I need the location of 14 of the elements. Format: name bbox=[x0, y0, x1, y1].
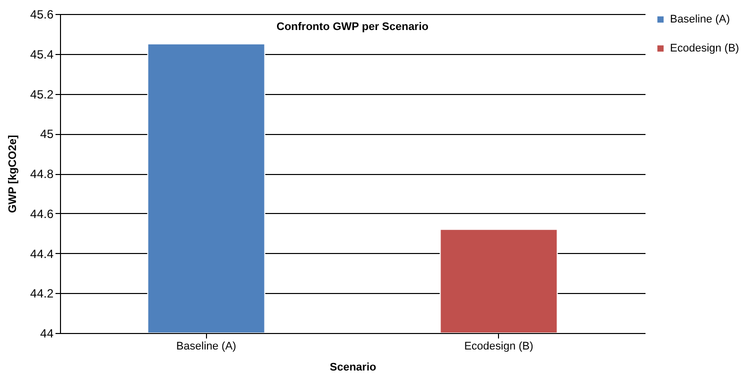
y-tick-label: 44.8 bbox=[30, 167, 54, 181]
y-axis-title: GWP [kgCO2e] bbox=[7, 134, 20, 214]
y-tick-label: 44.4 bbox=[30, 246, 54, 261]
y-tick-label: 44.2 bbox=[30, 286, 54, 301]
x-axis-title: Scenario bbox=[330, 362, 377, 374]
y-tick-label: 45.4 bbox=[30, 47, 54, 62]
legend-label: Ecodesign (B) bbox=[670, 42, 740, 54]
y-tick-label: 45 bbox=[40, 127, 54, 142]
y-tick-label: 44.6 bbox=[30, 206, 54, 221]
y-tick-label: 45.2 bbox=[30, 87, 54, 102]
text: Confronto GWP per Scenario bbox=[276, 21, 429, 33]
y-tick-label: 44 bbox=[40, 326, 54, 340]
legend-label: Baseline (A) bbox=[670, 14, 730, 26]
y-tick-label: 45.6 bbox=[30, 8, 54, 22]
